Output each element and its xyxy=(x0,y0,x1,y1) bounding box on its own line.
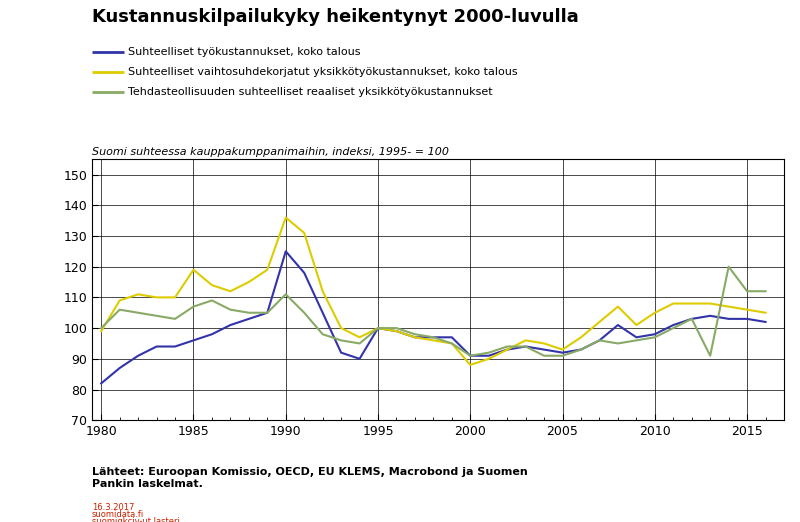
Text: suomidata.fi: suomidata.fi xyxy=(92,510,144,519)
Text: Suhteelliset vaihtosuhdekorjatut yksikkötyökustannukset, koko talous: Suhteelliset vaihtosuhdekorjatut yksikkö… xyxy=(128,67,518,77)
Text: suomigkciv-ut lasteri: suomigkciv-ut lasteri xyxy=(92,517,180,522)
Text: Kustannuskilpailukyky heikentynyt 2000-luvulla: Kustannuskilpailukyky heikentynyt 2000-l… xyxy=(92,8,578,26)
Text: Suomi suhteessa kauppakumppanimaihin, indeksi, 1995- = 100: Suomi suhteessa kauppakumppanimaihin, in… xyxy=(92,147,449,157)
Text: Tehdasteollisuuden suhteelliset reaaliset yksikkötyökustannukset: Tehdasteollisuuden suhteelliset reaalise… xyxy=(128,87,493,97)
Text: Lähteet: Euroopan Komissio, OECD, EU KLEMS, Macrobond ja Suomen
Pankin laskelmat: Lähteet: Euroopan Komissio, OECD, EU KLE… xyxy=(92,467,528,489)
Text: 16.3.2017: 16.3.2017 xyxy=(92,503,134,512)
Text: Suhteelliset työkustannukset, koko talous: Suhteelliset työkustannukset, koko talou… xyxy=(128,47,361,57)
